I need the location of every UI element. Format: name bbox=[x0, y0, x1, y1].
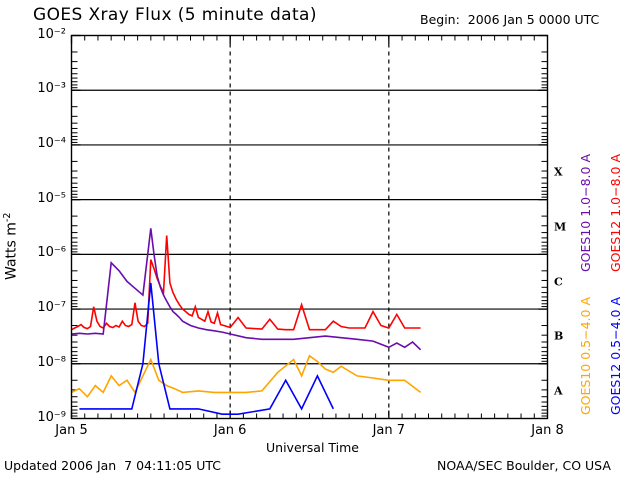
y-tick-label: 10⁻⁵ bbox=[37, 190, 66, 206]
axis-ticks bbox=[70, 34, 548, 419]
y-tick-label: 10⁻⁶ bbox=[37, 245, 66, 261]
x-tick-label: Jan 6 bbox=[213, 423, 247, 438]
y-tick-label: 10⁻³ bbox=[37, 81, 66, 97]
plot-frame bbox=[70, 34, 549, 420]
y-tick-label: 10⁻⁸ bbox=[37, 354, 66, 370]
y-tick-label: 10⁻⁷ bbox=[37, 300, 66, 316]
grid-lines bbox=[71, 35, 548, 419]
data-series bbox=[71, 228, 422, 416]
x-tick-label: Jan 8 bbox=[531, 423, 564, 438]
x-tick-label: Jan 5 bbox=[55, 423, 88, 438]
x-tick-label: Jan 7 bbox=[372, 423, 406, 438]
series-line-3 bbox=[79, 282, 335, 416]
flare-class-label-m: M bbox=[554, 220, 567, 234]
series-line-0 bbox=[71, 235, 421, 331]
flare-class-label-c: C bbox=[554, 275, 563, 289]
y-tick-label: 10⁻⁴ bbox=[37, 135, 66, 151]
flare-class-label-b: B bbox=[554, 329, 564, 343]
series-line-1 bbox=[71, 228, 422, 351]
page-title: GOES Xray Flux (5 minute data) bbox=[33, 5, 317, 25]
x-axis-label: Universal Time bbox=[266, 440, 359, 455]
credit-label: NOAA/SEC Boulder, CO USA bbox=[437, 458, 611, 473]
flare-class-label-x: X bbox=[554, 165, 563, 179]
flare-class-label-a: A bbox=[554, 384, 563, 398]
updated-timestamp: Updated 2006 Jan 7 04:11:05 UTC bbox=[4, 458, 221, 473]
begin-time-label: Begin: 2006 Jan 5 0000 UTC bbox=[420, 12, 600, 27]
y-tick-label: 10⁻² bbox=[37, 26, 66, 42]
y-tick-label: 10⁻⁹ bbox=[37, 409, 66, 425]
series-line-2 bbox=[71, 354, 422, 398]
